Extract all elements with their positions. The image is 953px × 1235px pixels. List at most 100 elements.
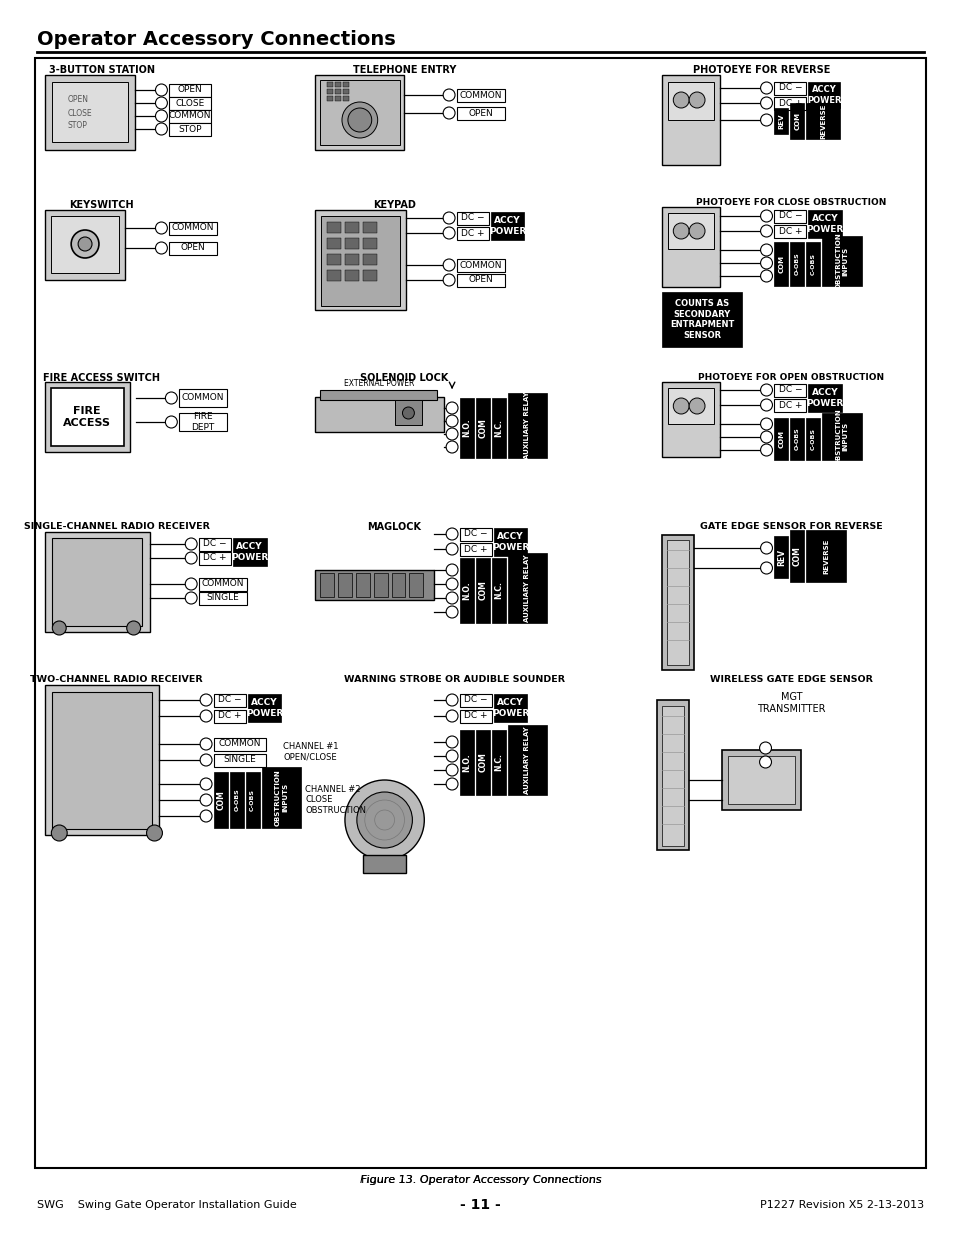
Circle shape: [185, 592, 197, 604]
Bar: [199, 578, 247, 590]
Circle shape: [165, 391, 177, 404]
Circle shape: [688, 398, 704, 414]
Bar: [456, 89, 504, 101]
Bar: [46, 382, 130, 452]
Circle shape: [760, 562, 772, 574]
Bar: [491, 730, 505, 795]
Bar: [807, 384, 841, 412]
Circle shape: [443, 227, 455, 240]
Bar: [170, 84, 211, 96]
Circle shape: [345, 781, 424, 860]
Circle shape: [443, 107, 455, 119]
Bar: [337, 573, 352, 597]
Circle shape: [155, 84, 167, 96]
Circle shape: [446, 710, 457, 722]
Text: COM: COM: [477, 419, 487, 438]
Text: Figure 13. Operator Accessory Connections: Figure 13. Operator Accessory Connection…: [359, 1174, 601, 1186]
Circle shape: [673, 398, 688, 414]
Text: SOLENOID LOCK: SOLENOID LOCK: [360, 373, 448, 383]
Text: DC +: DC +: [778, 99, 801, 107]
Text: STOP: STOP: [67, 121, 87, 131]
Bar: [459, 398, 474, 458]
Bar: [727, 756, 795, 804]
Text: OBSTRUCTION
INPUTS: OBSTRUCTION INPUTS: [835, 232, 847, 289]
Circle shape: [760, 270, 772, 282]
Bar: [494, 529, 527, 556]
Text: SINGLE-CHANNEL RADIO RECEIVER: SINGLE-CHANNEL RADIO RECEIVER: [24, 522, 210, 531]
Text: ACCY
POWER: ACCY POWER: [805, 215, 842, 233]
Circle shape: [759, 756, 771, 768]
Text: DC −: DC −: [218, 695, 241, 704]
Circle shape: [443, 259, 455, 270]
Circle shape: [155, 110, 167, 122]
Text: DC +: DC +: [778, 400, 801, 410]
Text: C-OBS: C-OBS: [810, 429, 815, 450]
Text: COMMON: COMMON: [172, 224, 214, 232]
Bar: [789, 417, 803, 459]
Bar: [230, 772, 244, 827]
Circle shape: [446, 429, 457, 440]
Text: OPEN: OPEN: [177, 85, 202, 95]
Text: Figure 13. Operator Accessory Connections: Figure 13. Operator Accessory Connection…: [360, 1174, 600, 1186]
Circle shape: [51, 825, 67, 841]
Bar: [661, 382, 720, 457]
Circle shape: [200, 755, 212, 766]
Bar: [170, 122, 211, 136]
Bar: [459, 709, 491, 722]
Text: REVERSE: REVERSE: [822, 538, 828, 574]
Text: PHOTOEYE FOR REVERSE: PHOTOEYE FOR REVERSE: [692, 65, 829, 75]
Bar: [494, 694, 527, 722]
Circle shape: [760, 114, 772, 126]
Text: DC +: DC +: [460, 228, 484, 237]
Circle shape: [759, 742, 771, 755]
Bar: [179, 389, 227, 408]
Circle shape: [673, 91, 688, 107]
Bar: [805, 530, 845, 582]
Circle shape: [446, 778, 457, 790]
Bar: [199, 552, 231, 564]
Bar: [327, 222, 340, 233]
Text: COMMON: COMMON: [201, 579, 244, 589]
Circle shape: [673, 224, 688, 240]
Text: Operator Accessory Connections: Operator Accessory Connections: [37, 30, 395, 49]
Bar: [391, 573, 405, 597]
Bar: [327, 89, 333, 94]
Text: 3-BUTTON STATION: 3-BUTTON STATION: [49, 65, 154, 75]
Bar: [409, 573, 423, 597]
Bar: [362, 254, 376, 266]
Text: P1227 Revision X5 2-13-2013: P1227 Revision X5 2-13-2013: [760, 1200, 923, 1210]
Bar: [355, 573, 370, 597]
Circle shape: [760, 542, 772, 555]
Bar: [661, 207, 720, 287]
Bar: [362, 270, 376, 282]
Text: COMMON: COMMON: [459, 261, 501, 269]
Circle shape: [155, 124, 167, 135]
Bar: [490, 212, 524, 240]
Text: AUXILIARY RELAY: AUXILIARY RELAY: [524, 555, 530, 621]
Text: DC −: DC −: [464, 695, 487, 704]
Circle shape: [446, 694, 457, 706]
Bar: [51, 388, 124, 446]
Bar: [661, 75, 720, 165]
Bar: [805, 103, 839, 140]
Text: KEYPAD: KEYPAD: [373, 200, 416, 210]
Circle shape: [446, 606, 457, 618]
Circle shape: [200, 794, 212, 806]
Bar: [199, 592, 247, 604]
Circle shape: [446, 441, 457, 453]
Circle shape: [760, 257, 772, 269]
Bar: [248, 694, 281, 722]
Bar: [362, 238, 376, 249]
Text: N.O.: N.O.: [462, 419, 471, 437]
Text: DC −: DC −: [460, 214, 484, 222]
Text: PHOTOEYE FOR CLOSE OBSTRUCTION: PHOTOEYE FOR CLOSE OBSTRUCTION: [696, 198, 885, 207]
Text: OBSTRUCTION
INPUTS: OBSTRUCTION INPUTS: [274, 769, 288, 826]
Circle shape: [446, 415, 457, 427]
Circle shape: [71, 230, 99, 258]
Circle shape: [443, 274, 455, 287]
Text: ACCY
POWER: ACCY POWER: [489, 216, 526, 236]
Text: TELEPHONE ENTRY: TELEPHONE ENTRY: [353, 65, 456, 75]
Bar: [170, 242, 216, 254]
Bar: [507, 393, 547, 458]
Text: DC −: DC −: [203, 540, 227, 548]
